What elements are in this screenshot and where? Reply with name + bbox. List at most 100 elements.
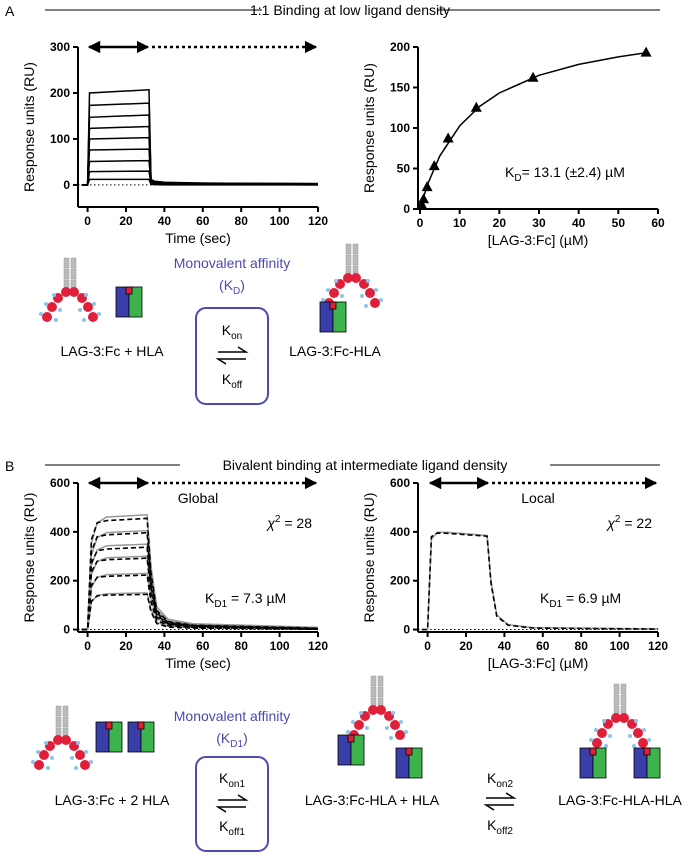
y-tick-label: 0: [63, 178, 70, 192]
x-tick-label: 80: [235, 214, 249, 228]
x-tick-label: 120: [308, 639, 328, 653]
series-line: [81, 531, 319, 631]
kd-main: K: [540, 590, 550, 606]
series-line: [81, 546, 319, 631]
x-tick-label: 40: [158, 639, 172, 653]
lag3-fc-icon: [345, 675, 409, 741]
y-tick-label: 400: [50, 525, 70, 539]
kd-open: (K: [219, 277, 234, 293]
series-line: [81, 102, 319, 186]
data-point: [421, 181, 433, 192]
lag3-fc-icon: [320, 243, 384, 309]
chart-title: Global: [178, 490, 218, 506]
chart-title: Local: [521, 490, 554, 506]
y-axis-label: Response units (RU): [361, 493, 377, 623]
rate-box: [195, 756, 269, 852]
y-axis-label: Response units (RU): [21, 493, 37, 623]
x-tick-label: 0: [417, 216, 424, 230]
x-axis-label: [LAG-3:Fc] (µM): [488, 232, 589, 248]
hla-icon: [337, 734, 365, 766]
kd-sub: D1: [549, 599, 562, 610]
kd-close: ): [243, 730, 248, 746]
x-tick-label: 80: [235, 639, 249, 653]
kon1: Kon1: [219, 770, 245, 790]
x-tick-label: 20: [119, 214, 133, 228]
kd-text: = 7.3 µM: [227, 590, 286, 606]
species-label: LAG-3:Fc + HLA: [60, 343, 164, 359]
kon2: Kon2: [487, 770, 513, 790]
data-point: [418, 193, 430, 204]
kd-annotation: KD1 = 7.3 µM: [205, 590, 286, 610]
x-tick-label: 0: [424, 639, 431, 653]
hla-icon: [633, 747, 661, 779]
y-tick-label: 0: [403, 623, 410, 637]
hla-icon: [95, 721, 123, 753]
series-line: [81, 574, 319, 631]
affinity-kd: (KD): [219, 277, 245, 297]
x-tick-label: 80: [575, 639, 589, 653]
panel-header: 1:1 Binding at low ligand density: [250, 2, 450, 18]
kd-annotation: KD1 = 6.9 µM: [540, 590, 621, 610]
affinity-kd: (KD1): [216, 730, 247, 750]
y-tick-label: 600: [390, 476, 410, 490]
data-point: [640, 46, 652, 57]
k-sub: off2: [496, 826, 513, 837]
series-line: [421, 532, 659, 631]
species-label: LAG-3:Fc-HLA-HLA: [558, 792, 682, 808]
panel-label: B: [5, 458, 14, 474]
x-tick-label: 40: [498, 639, 512, 653]
x-tick-label: 20: [459, 639, 473, 653]
kd-annotation: KD= 13.1 (±2.4) µM: [505, 164, 625, 184]
chi2-annotation: χ2 = 22: [605, 514, 652, 531]
x-tick-label: 120: [308, 214, 328, 228]
lag3-fc-icon: [38, 257, 102, 323]
y-tick-label: 600: [50, 476, 70, 490]
hla-icon: [127, 721, 155, 753]
x-tick-label: 40: [572, 216, 586, 230]
k-main: K: [222, 371, 232, 387]
kd-sub: D1: [230, 739, 243, 750]
x-tick-label: 60: [651, 216, 665, 230]
y-tick-label: 200: [390, 40, 410, 54]
x-tick-label: 10: [453, 216, 467, 230]
y-tick-label: 50: [397, 162, 411, 176]
chi-sup: 2: [275, 514, 281, 525]
lag3-fc-icon: [588, 683, 652, 749]
data-point: [527, 71, 539, 82]
kd-sub: D: [233, 286, 240, 297]
kd-text: = 6.9 µM: [562, 590, 621, 606]
rate-box: [195, 307, 269, 405]
panel-header: Bivalent binding at intermediate ligand …: [223, 457, 508, 473]
y-tick-label: 100: [50, 132, 70, 146]
x-tick-label: 60: [536, 639, 550, 653]
species-label: LAG-3:Fc-HLA + HLA: [305, 792, 440, 808]
hla-icon: [579, 747, 607, 779]
y-tick-label: 100: [390, 121, 410, 135]
x-tick-label: 100: [610, 639, 630, 653]
species-label: LAG-3:Fc-HLA: [289, 343, 381, 359]
data-point: [442, 132, 454, 143]
x-axis-label: [LAG-3:Fc] (µM): [488, 655, 589, 671]
x-tick-label: 50: [612, 216, 626, 230]
data-point: [416, 198, 428, 209]
x-axis-label: Time (sec): [165, 655, 231, 671]
x-axis-label: Time (sec): [165, 230, 231, 246]
k-main: K: [487, 770, 497, 786]
hla-icon: [319, 301, 347, 333]
affinity-title: Monovalent affinity: [174, 708, 290, 724]
chi-sup: 2: [615, 514, 621, 525]
chi-main: χ: [265, 515, 275, 531]
y-tick-label: 150: [390, 81, 410, 95]
x-tick-label: 120: [648, 639, 668, 653]
y-tick-label: 200: [390, 574, 410, 588]
y-tick-label: 300: [50, 40, 70, 54]
k-sub: on: [231, 331, 242, 342]
y-axis-label: Response units (RU): [21, 62, 37, 192]
x-tick-label: 40: [158, 214, 172, 228]
species-label: LAG-3:Fc + 2 HLA: [55, 792, 170, 808]
y-tick-label: 0: [403, 202, 410, 216]
x-tick-label: 30: [532, 216, 546, 230]
equilibrium-arrows: [215, 346, 249, 365]
chi-main: χ: [605, 515, 615, 531]
